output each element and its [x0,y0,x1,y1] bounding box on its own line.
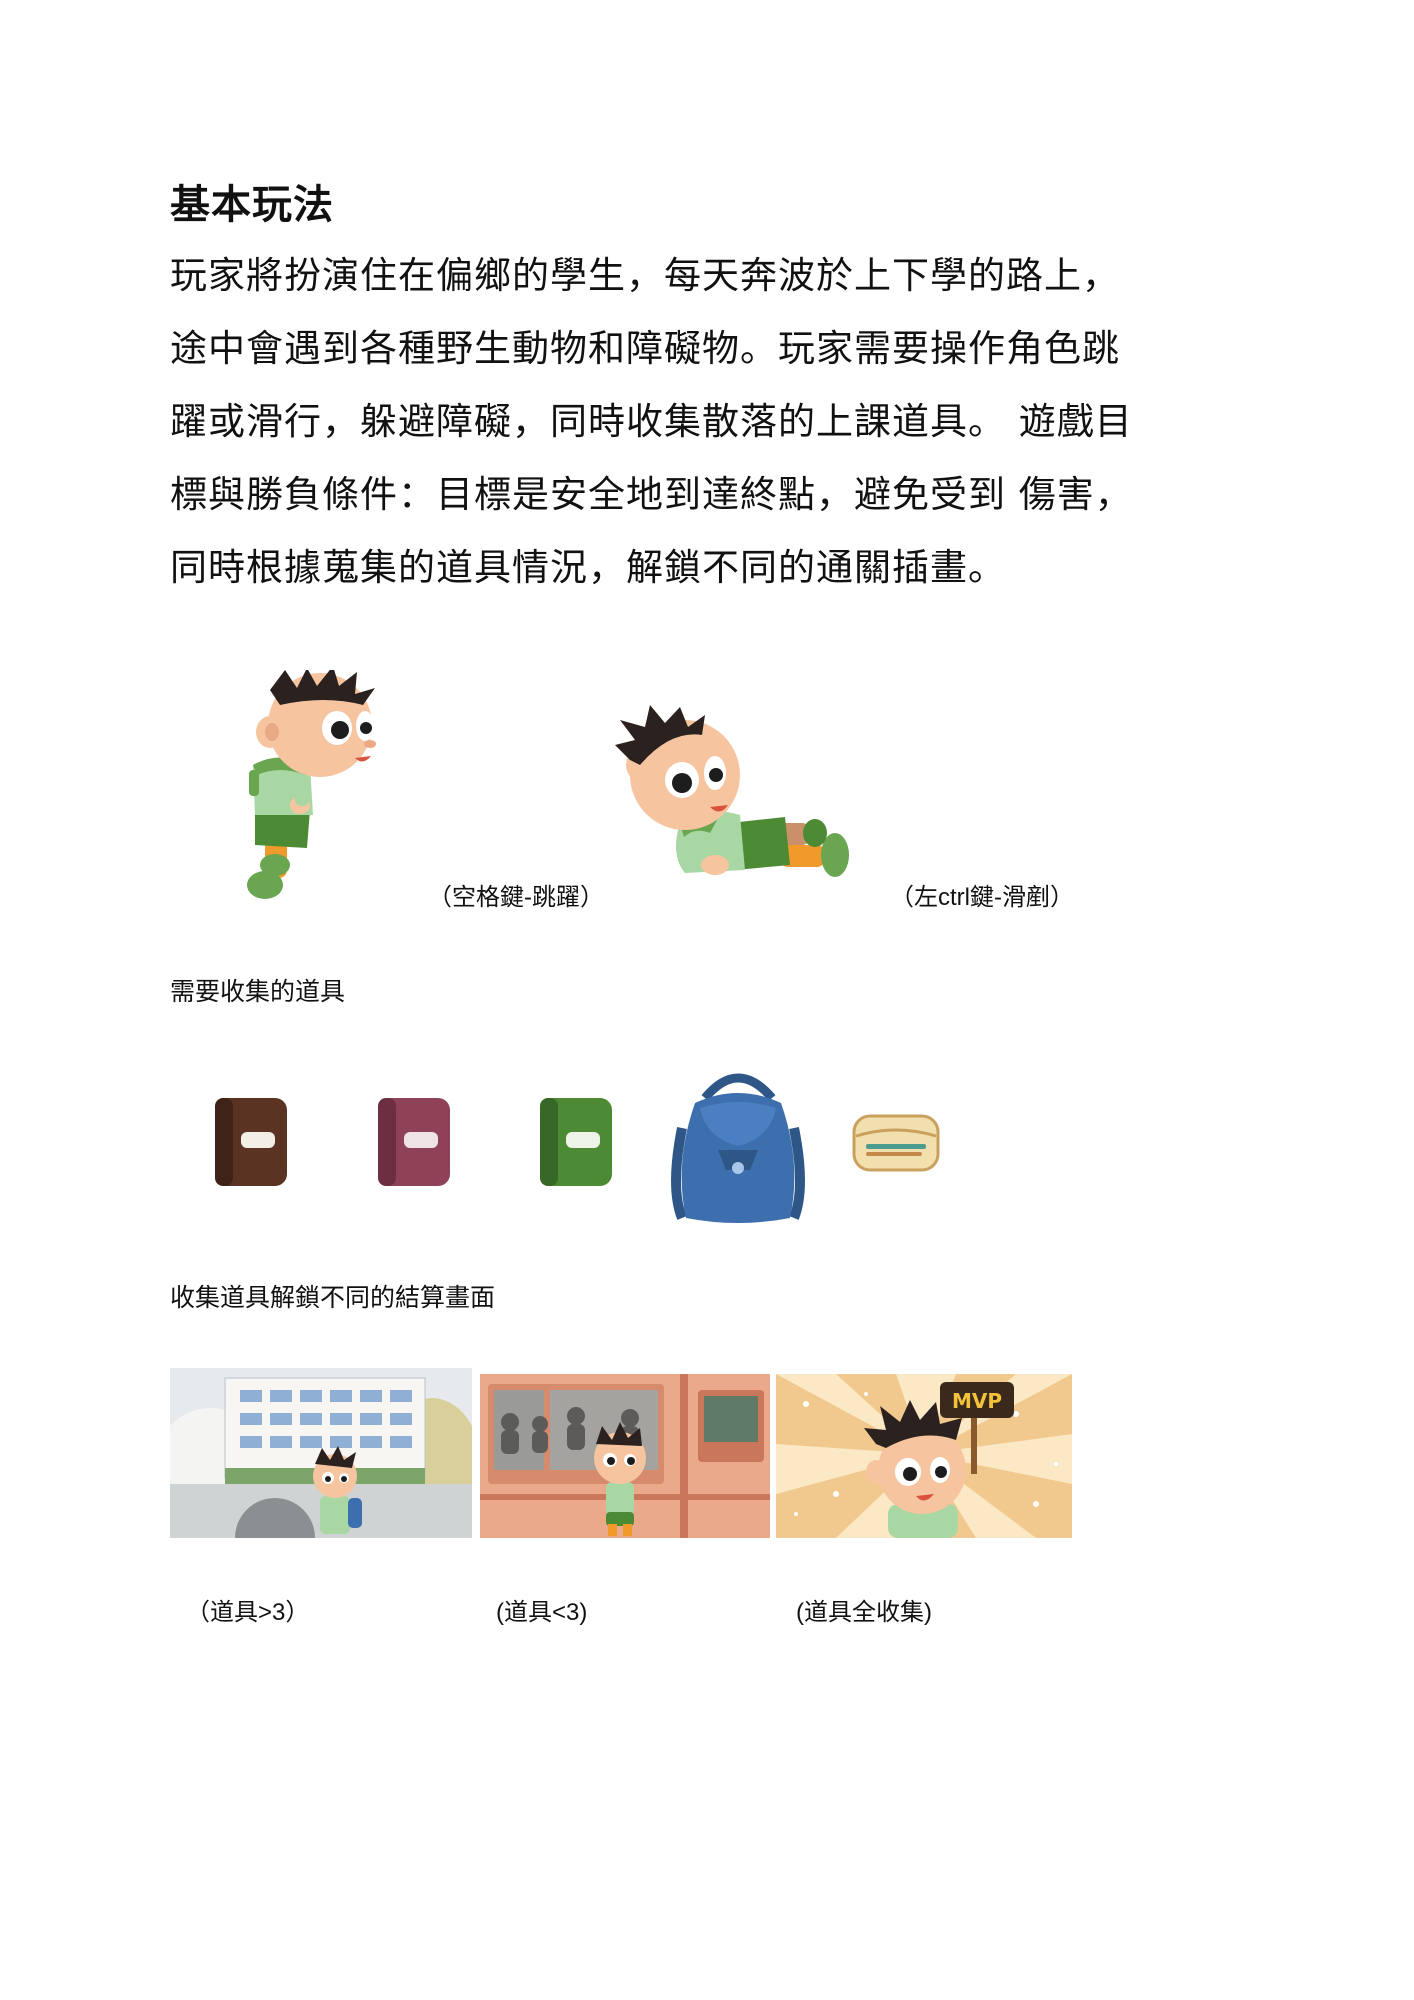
intro-line-2: 途中會遇到各種野生動物和障礙物。玩家需要操作角色跳 [170,327,1120,370]
jump-caption: （空格鍵-跳躍） [428,884,604,911]
pencil-case-icon [852,1114,940,1172]
intro-line-1: 玩家將扮演住在偏鄉的學生，每天奔波於上下學的路上， [170,254,1120,297]
ending-classroom-illustration [480,1374,770,1538]
endings-section-label: 收集道具解鎖不同的結算畫面 [170,1283,496,1312]
intro-line-3: 躍或滑行，躲避障礙，同時收集散落的上課道具。 遊戲目 [170,400,1133,443]
ending-caption-3: (道具全收集) [796,1599,932,1626]
sliding-character-illustration [615,705,849,877]
ending-caption-1: （道具>3） [186,1599,310,1626]
slide-caption: （左ctrl鍵-滑剷） [890,884,1074,911]
intro-line-5: 同時根據蒐集的道具情況，解鎖不同的通關插畫。 [170,546,1006,589]
ending-mvp-illustration: MVP [776,1374,1072,1538]
backpack-icon [671,1073,805,1223]
brown-book-icon [215,1098,287,1186]
ending-school-illustration [170,1368,472,1538]
jumping-character-illustration [247,670,376,899]
ending-caption-2: (道具<3) [496,1599,588,1626]
mvp-badge: MVP [952,1389,1002,1413]
maroon-book-icon [378,1098,450,1186]
page-heading: 基本玩法 [170,182,334,228]
green-book-icon [540,1098,612,1186]
items-section-label: 需要收集的道具 [170,977,346,1006]
intro-line-4: 標與勝負條件：目標是安全地到達終點，避免受到 傷害， [170,473,1133,516]
